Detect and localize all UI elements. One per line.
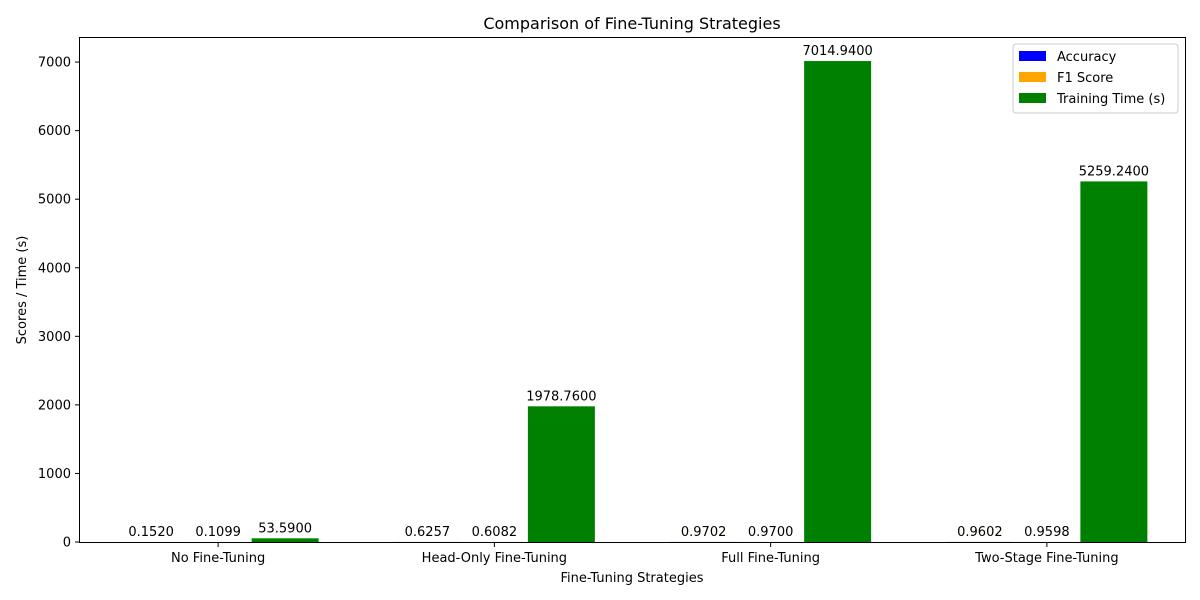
bar-2-1 xyxy=(527,406,595,542)
x-axis: No Fine-Tuning Head-Only Fine-Tuning Full … xyxy=(171,542,1119,566)
y-tick-label: 6000 xyxy=(38,124,71,139)
y-tick-label: 5000 xyxy=(38,193,71,208)
legend: Accuracy F1 Score Training Time (s) xyxy=(1012,43,1179,114)
bar-value-label: 0.1099 xyxy=(195,525,241,540)
legend-swatch-1 xyxy=(1019,72,1046,82)
legend-swatch-2 xyxy=(1019,93,1046,103)
bar-value-label: 7014.9400 xyxy=(802,44,872,59)
bar-value-label: 0.9602 xyxy=(957,525,1003,540)
legend-label-0: Accuracy xyxy=(1057,50,1117,65)
y-tick-label: 2000 xyxy=(38,398,71,413)
y-tick-label: 1000 xyxy=(38,467,71,482)
legend-frame xyxy=(1012,43,1179,114)
x-tick-label: Two-Stage Fine-Tuning xyxy=(974,551,1118,566)
bar-2-3 xyxy=(1080,181,1148,542)
bar-value-label: 0.1520 xyxy=(128,525,174,540)
legend-swatch-0 xyxy=(1019,51,1046,61)
x-tick-label: Full Fine-Tuning xyxy=(721,551,820,566)
bar-value-label: 0.9702 xyxy=(681,525,727,540)
y-tick-label: 7000 xyxy=(38,56,71,71)
legend-label-1: F1 Score xyxy=(1057,71,1113,86)
x-axis-label: Fine-Tuning Strategies xyxy=(561,571,704,586)
x-tick-label: No Fine-Tuning xyxy=(171,551,265,566)
bar-value-label: 0.6082 xyxy=(472,525,518,540)
y-tick-label: 3000 xyxy=(38,330,71,345)
bar-2-2 xyxy=(804,61,872,543)
plot-frame xyxy=(79,37,1186,543)
bars-layer xyxy=(117,61,1148,543)
y-tick-label: 0 xyxy=(63,536,71,551)
chart-title: Comparison of Fine-Tuning Strategies xyxy=(483,14,780,33)
bar-value-label: 53.5900 xyxy=(258,521,312,536)
legend-label-2: Training Time (s) xyxy=(1056,92,1165,107)
bar-value-label: 0.9700 xyxy=(748,525,794,540)
y-axis-label: Scores / Time (s) xyxy=(15,236,30,345)
bar-value-label: 0.9598 xyxy=(1024,525,1070,540)
y-tick-label: 4000 xyxy=(38,261,71,276)
bar-2-0 xyxy=(251,538,319,542)
bar-value-label: 0.6257 xyxy=(405,525,451,540)
bar-value-label: 1978.7600 xyxy=(526,389,596,404)
x-tick-label: Head-Only Fine-Tuning xyxy=(422,551,567,566)
y-axis: 0 1000 2000 3000 4000 5000 6000 7000 xyxy=(38,56,80,551)
bar-value-label: 5259.2400 xyxy=(1079,164,1149,179)
bar-labels-layer: 0.1520 0.1099 53.5900 0.6257 0.6082 1978.7600… xyxy=(128,44,1149,540)
